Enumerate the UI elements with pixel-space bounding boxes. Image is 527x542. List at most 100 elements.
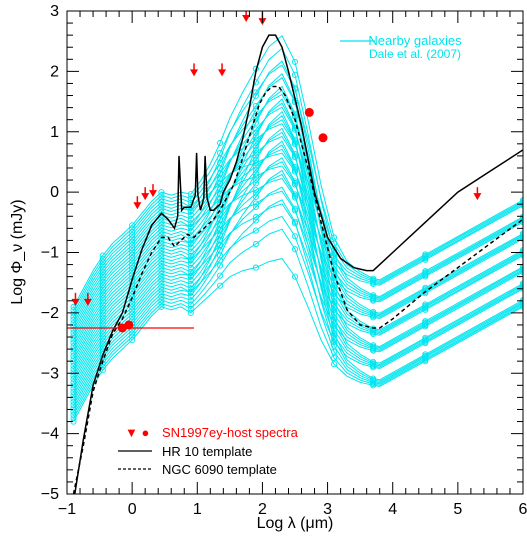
nearby-galaxy-point <box>519 197 523 204</box>
legend-sn-symbols: ▼ ● <box>125 425 149 440</box>
x-tick-label: 6 <box>519 501 527 518</box>
nearby-galaxy-point <box>422 284 429 291</box>
nearby-galaxy-point <box>370 375 377 382</box>
nearby-galaxy-point <box>217 257 224 264</box>
nearby-galaxy-point <box>70 405 77 412</box>
upper-limit-arrow <box>148 190 157 198</box>
upper-limit-arrow <box>190 69 199 77</box>
x-tick-label: 5 <box>453 501 462 518</box>
nearby-galaxy-point <box>331 294 338 301</box>
nearby-galaxy-point <box>370 342 377 349</box>
y-tick-label: −1 <box>41 245 59 262</box>
legend-dale-reference: Dale et al. (2007) <box>369 47 461 61</box>
legend-nearby-galaxies-label: Nearby galaxies <box>368 33 462 48</box>
nearby-galaxy-point <box>217 180 224 187</box>
nearby-galaxy-point <box>70 339 77 346</box>
y-tick-label: 1 <box>50 124 59 141</box>
nearby-galaxy-point <box>70 333 77 340</box>
nearby-galaxy-point <box>252 200 259 207</box>
nearby-galaxy-point <box>519 297 523 304</box>
nearby-galaxy-point <box>70 385 77 392</box>
nearby-galaxy-point <box>187 244 194 251</box>
nearby-galaxy-point <box>187 276 194 283</box>
nearby-galaxy-point <box>129 314 136 321</box>
nearby-galaxy-line <box>73 135 523 334</box>
nearby-galaxy-point <box>331 262 338 269</box>
y-tick-label: −5 <box>41 486 59 503</box>
nearby-galaxy-point <box>252 166 259 173</box>
nearby-galaxy-point <box>70 310 77 317</box>
nearby-galaxy-line <box>73 60 523 340</box>
nearby-galaxy-point <box>252 126 259 133</box>
nearby-galaxy-point <box>70 392 77 399</box>
nearby-galaxy-point <box>331 310 338 317</box>
nearby-galaxy-point <box>252 227 259 234</box>
nearby-galaxy-point <box>70 349 77 356</box>
nearby-galaxy-point <box>70 320 77 327</box>
nearby-galaxy-line <box>73 161 523 367</box>
nearby-galaxy-point <box>187 256 194 263</box>
nearby-galaxy-point <box>129 271 136 278</box>
nearby-galaxy-point <box>70 389 77 396</box>
nearby-galaxy-point <box>331 332 338 339</box>
nearby-galaxy-point <box>129 261 136 268</box>
nearby-galaxy-line <box>73 123 523 317</box>
nearby-galaxy-point <box>187 215 194 222</box>
nearby-galaxy-point <box>252 173 259 180</box>
y-tick-label: −4 <box>41 426 59 443</box>
nearby-galaxy-point <box>422 301 429 308</box>
x-tick-label: 1 <box>193 501 202 518</box>
nearby-galaxy-point <box>70 411 77 419</box>
legend-hr10-label: HR 10 template <box>162 444 252 459</box>
nearby-galaxy-point <box>187 224 194 231</box>
nearby-galaxy-line <box>73 64 523 311</box>
plot-frame <box>66 10 524 495</box>
nearby-galaxy-point <box>217 139 224 147</box>
nearby-galaxy-point <box>187 289 194 296</box>
nearby-galaxy-line <box>73 199 523 416</box>
nearby-galaxy-point <box>370 292 377 299</box>
nearby-galaxy-line <box>73 157 523 396</box>
nearby-galaxy-line <box>73 257 523 422</box>
nearby-galaxy-point <box>331 284 338 291</box>
nearby-galaxy-point <box>187 260 194 267</box>
nearby-galaxy-point <box>158 189 165 196</box>
nearby-galaxy-point <box>217 241 224 248</box>
nearby-galaxy-point <box>129 291 136 298</box>
nearby-galaxy-point <box>331 234 338 241</box>
nearby-galaxy-point <box>129 255 136 262</box>
nearby-galaxy-point <box>252 163 259 170</box>
x-tick-label: 2 <box>258 501 267 518</box>
nearby-galaxy-point <box>187 292 194 299</box>
x-tick-label: 3 <box>323 501 332 518</box>
nearby-galaxy-point <box>70 313 77 320</box>
nearby-galaxy-point <box>291 141 299 148</box>
nearby-galaxy-point <box>291 233 299 240</box>
nearby-galaxy-line <box>73 93 523 314</box>
nearby-galaxy-point <box>129 228 136 235</box>
nearby-galaxy-point <box>129 258 136 265</box>
nearby-galaxy-point <box>187 264 194 271</box>
nearby-galaxy-point <box>252 89 259 96</box>
nearby-galaxy-line <box>73 98 523 390</box>
nearby-galaxy-point <box>158 218 165 225</box>
nearby-galaxy-point <box>129 232 136 239</box>
nearby-galaxy-point <box>331 252 338 260</box>
nearby-galaxy-point <box>187 297 194 304</box>
nearby-galaxy-point <box>252 193 259 200</box>
nearby-galaxy-point <box>252 240 259 248</box>
nearby-galaxy-point <box>370 275 377 282</box>
upper-limit-arrow <box>141 193 150 201</box>
nearby-galaxy-point <box>129 304 136 311</box>
nearby-galaxy-point <box>331 338 338 346</box>
nearby-galaxy-point <box>422 268 429 275</box>
y-tick-label: −3 <box>41 365 59 382</box>
nearby-galaxy-point <box>70 356 77 363</box>
nearby-galaxy-line <box>73 148 523 350</box>
nearby-galaxy-point <box>291 154 299 161</box>
nearby-galaxy-point <box>519 230 523 237</box>
x-axis-title: Log λ (μm) <box>257 515 334 532</box>
nearby-galaxy-point <box>331 342 338 349</box>
